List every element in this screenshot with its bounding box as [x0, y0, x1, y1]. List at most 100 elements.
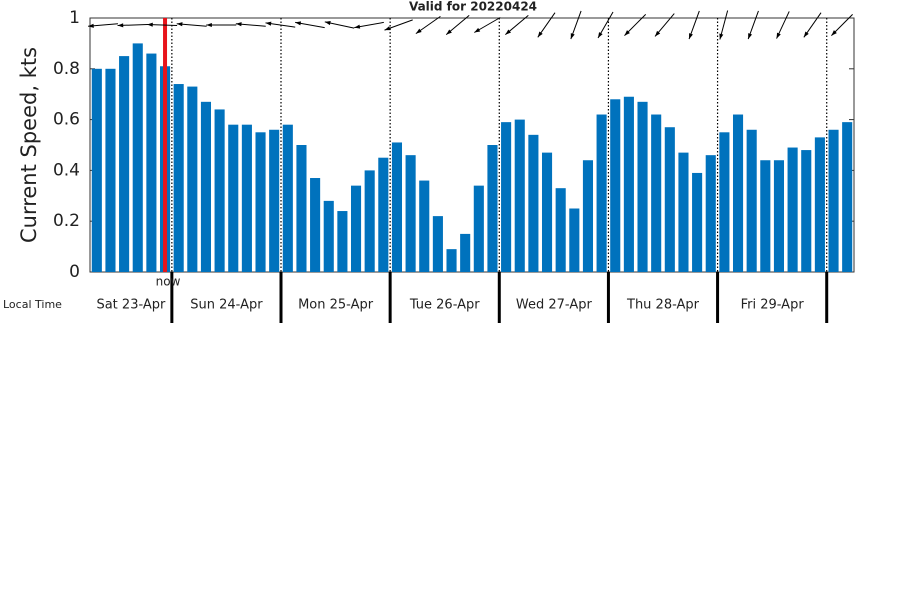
direction-arrow: [831, 14, 853, 36]
bar: [146, 53, 157, 273]
x-axis-label: Local Time: [3, 298, 62, 311]
arrow-part: [415, 28, 422, 34]
bar: [214, 109, 225, 272]
bar: [814, 137, 825, 272]
bar: [773, 160, 785, 272]
direction-arrow: [235, 22, 266, 27]
arrow-part: [384, 26, 391, 31]
direction-arrow: [354, 21, 384, 29]
bar: [310, 178, 321, 272]
arrow-part: [748, 33, 753, 40]
direction-arrow: [505, 14, 529, 36]
y-tick-label: 0.2: [53, 211, 80, 231]
bar: [719, 132, 730, 272]
bar: [282, 124, 293, 273]
arrow-part: [265, 21, 272, 26]
day-label: Sun 24-Apr: [190, 298, 263, 313]
direction-arrow: [176, 22, 207, 27]
y-tick-label: 0.4: [53, 160, 80, 180]
bar: [296, 145, 307, 272]
bar: [473, 185, 484, 272]
bar: [132, 43, 143, 273]
bar: [119, 56, 130, 272]
bar: [637, 101, 648, 272]
day-label: Fri 29-Apr: [741, 298, 805, 313]
day-label: Sat 23-Apr: [96, 298, 166, 313]
bar: [828, 129, 839, 272]
bar: [460, 233, 471, 272]
arrow-part: [176, 22, 183, 27]
direction-arrow: [445, 14, 470, 36]
arrow-part: [206, 22, 212, 28]
arrow-part: [295, 21, 302, 26]
bar: [91, 68, 102, 272]
arrow-part: [803, 31, 809, 38]
bar: [446, 249, 457, 272]
direction-arrow: [719, 10, 729, 40]
y-tick-label: 0: [69, 262, 80, 282]
bar: [746, 129, 757, 272]
direction-arrow: [206, 22, 237, 28]
bar: [501, 122, 512, 272]
arrow-part: [324, 21, 331, 26]
bar: [187, 86, 198, 272]
arrow-part: [117, 23, 124, 28]
bar: [705, 155, 716, 272]
day-label: Thu 28-Apr: [626, 298, 700, 313]
arrow-part: [831, 30, 837, 36]
bar: [405, 155, 416, 272]
bar: [105, 68, 116, 272]
arrow-part: [235, 22, 242, 27]
arrow-part: [505, 29, 511, 35]
bar: [378, 157, 389, 272]
direction-arrow: [597, 11, 614, 39]
bar: [173, 84, 184, 272]
arrow-part: [147, 22, 153, 27]
arrow-part: [570, 33, 575, 40]
arrow-part: [537, 31, 543, 38]
bar: [610, 99, 621, 272]
bar: [569, 208, 580, 272]
direction-arrow: [295, 21, 325, 29]
direction-arrow: [537, 12, 556, 38]
bar: [732, 114, 744, 273]
direction-arrow: [415, 15, 441, 35]
bar: [555, 188, 566, 272]
arrow-part: [654, 30, 661, 37]
direction-arrow: [474, 17, 501, 33]
arrow-part: [689, 33, 693, 40]
direction-arrow: [324, 21, 355, 29]
direction-arrow: [147, 22, 178, 27]
day-label: Mon 25-Apr: [298, 298, 374, 313]
bar: [432, 216, 443, 272]
direction-arrow: [570, 10, 582, 40]
direction-arrow: [803, 12, 822, 38]
arrow-part: [624, 30, 630, 36]
y-tick-label: 0.6: [53, 110, 80, 130]
bar: [596, 114, 607, 273]
bar: [582, 160, 594, 272]
direction-arrow: [624, 14, 647, 36]
chart-title: Valid for 20220424: [409, 0, 537, 14]
bar: [842, 122, 853, 272]
bar: [391, 142, 403, 272]
bar: [651, 114, 662, 273]
y-tick-label: 1: [69, 8, 80, 28]
bar: [487, 145, 498, 272]
bar: [419, 180, 430, 272]
now-label: now: [156, 275, 181, 289]
bar: [514, 119, 525, 272]
bar: [692, 172, 703, 272]
plot-area: [89, 17, 855, 273]
direction-arrow: [384, 19, 413, 31]
direction-arrow: [776, 11, 790, 39]
direction-arrow: [88, 23, 118, 28]
bar: [350, 185, 362, 272]
bar: [228, 124, 239, 273]
direction-arrow: [654, 13, 675, 37]
day-label: Wed 27-Apr: [516, 298, 593, 313]
bar: [787, 147, 798, 272]
arrow-part: [446, 29, 452, 35]
bar: [541, 152, 553, 272]
